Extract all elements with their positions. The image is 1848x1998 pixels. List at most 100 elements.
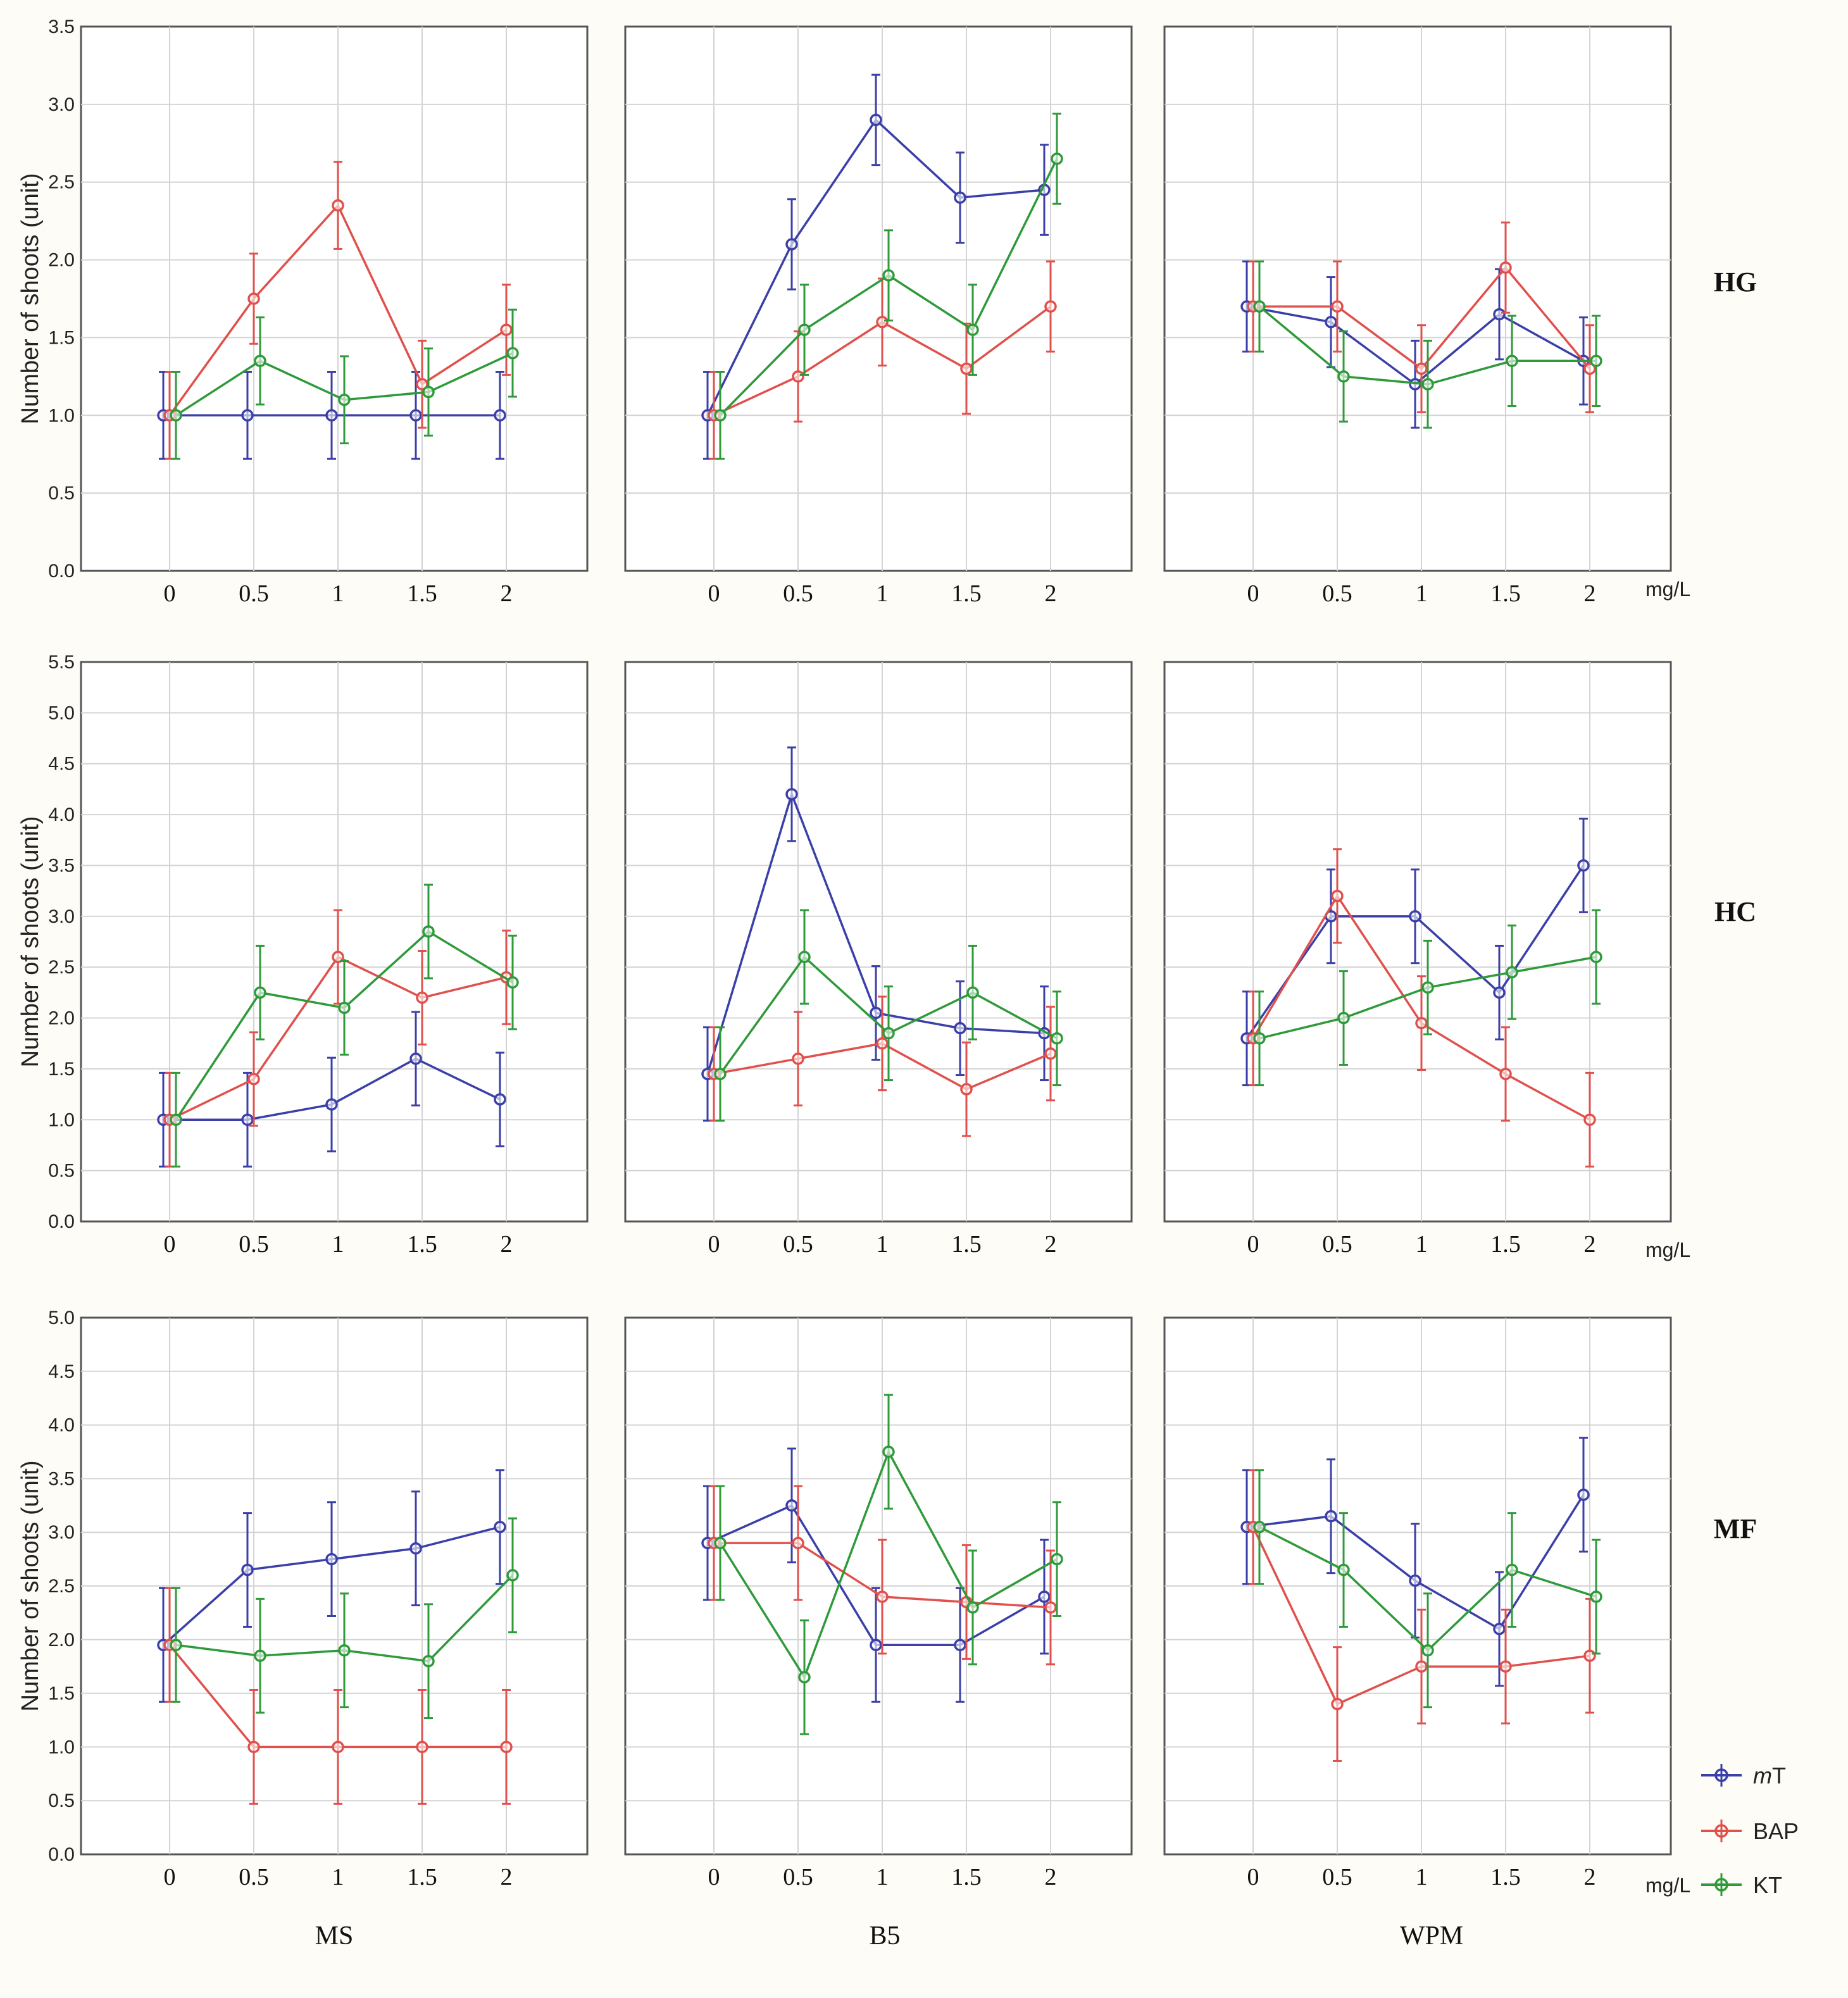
y-tick-label: 4.5 <box>48 1361 75 1382</box>
x-tick-label: 1 <box>1416 1231 1428 1258</box>
y-tick-label: 1.0 <box>48 405 75 426</box>
column-label-WPM: WPM <box>1400 1921 1463 1951</box>
y-tick-label: 0.0 <box>48 561 75 582</box>
data-point <box>1583 1113 1596 1127</box>
data-point <box>422 925 435 938</box>
x-tick-label: 0.5 <box>239 1864 269 1890</box>
series-KT <box>1253 909 1602 1087</box>
y-tick-label: 5.5 <box>48 652 75 673</box>
data-point <box>241 1113 254 1127</box>
data-point <box>338 1644 351 1657</box>
data-point <box>1499 261 1512 274</box>
data-point <box>954 1021 966 1035</box>
legend-item-mT: mT <box>1701 1763 1786 1789</box>
x-tick-label: 0 <box>164 1864 176 1890</box>
data-point <box>1044 1601 1057 1614</box>
data-point <box>1415 362 1428 375</box>
series-BAP <box>163 1587 513 1805</box>
data-point <box>1051 153 1063 165</box>
data-point <box>966 1601 979 1614</box>
x-tick-label: 1 <box>1416 1864 1428 1890</box>
x-tick-label: 2 <box>1584 1864 1596 1890</box>
y-tick-label: 1.5 <box>48 1683 75 1704</box>
x-tick-label: 0 <box>164 580 176 607</box>
plot-area <box>80 661 589 1223</box>
x-unit-label: mg/L <box>1645 1239 1690 1261</box>
series-KT <box>170 308 519 460</box>
y-tick-label: 2.5 <box>48 172 75 193</box>
data-point <box>785 238 798 251</box>
data-point <box>1331 1697 1344 1711</box>
data-point <box>254 354 266 368</box>
y-tick-label: 3.0 <box>48 906 75 927</box>
x-tick-label: 1 <box>1416 580 1428 607</box>
data-point <box>494 409 506 422</box>
x-tick-label: 1.5 <box>1490 580 1521 607</box>
y-tick-label: 1.0 <box>48 1109 75 1130</box>
x-tick-label: 1 <box>877 1864 889 1890</box>
x-tick-label: 1 <box>877 1231 889 1258</box>
data-point <box>506 347 519 359</box>
data-point <box>1253 1520 1266 1533</box>
row-label-HC: HC <box>1714 896 1756 927</box>
data-point <box>785 1499 798 1512</box>
data-point <box>966 323 979 336</box>
x-tick-label: 2 <box>1045 580 1057 607</box>
data-point <box>954 191 966 204</box>
data-point <box>506 976 519 989</box>
x-tick-label: 1.5 <box>407 1231 437 1258</box>
data-point <box>1577 859 1590 872</box>
x-tick-label: 0 <box>708 1864 720 1890</box>
data-point <box>325 409 338 422</box>
data-point <box>1493 308 1506 321</box>
data-point <box>1493 1623 1506 1635</box>
x-tick-label: 1.5 <box>951 580 982 607</box>
data-point <box>1421 1644 1434 1657</box>
data-point <box>792 1052 804 1065</box>
plot-area <box>624 661 1133 1223</box>
x-tick-label: 0.5 <box>783 1231 813 1258</box>
x-tick-label: 2 <box>501 1864 513 1890</box>
x-tick-label: 2 <box>1045 1231 1057 1258</box>
data-point <box>494 1093 506 1106</box>
data-point <box>254 1649 266 1662</box>
data-point <box>325 1098 338 1111</box>
data-point <box>332 1740 344 1754</box>
data-point <box>954 1639 966 1652</box>
y-tick-label: 2.0 <box>48 250 75 271</box>
panel-HG-MS: 0.0 0.5 1.0 1.5 2.0 2.5 3.0 3.5 Number of shoots… <box>17 16 589 607</box>
y-tick-label: 4.0 <box>48 1415 75 1436</box>
x-tick-label: 0.5 <box>239 580 269 607</box>
x-tick-label: 2 <box>501 580 513 607</box>
column-label-B5: B5 <box>869 1921 900 1951</box>
data-point <box>882 269 895 282</box>
data-point <box>1590 951 1602 963</box>
data-point <box>416 991 428 1004</box>
y-tick-label: 2.0 <box>48 1008 75 1029</box>
data-point <box>1337 1563 1350 1577</box>
data-point <box>1044 1047 1057 1060</box>
x-tick-label: 1 <box>332 1231 344 1258</box>
data-point <box>241 1563 254 1577</box>
data-point <box>416 378 428 390</box>
y-tick-label: 3.5 <box>48 855 75 876</box>
data-point <box>422 385 435 399</box>
x-tick-label: 0.5 <box>783 580 813 607</box>
labels-layer: HG HC MF MS B5 WPM mg/L mg/L mg/L <box>315 266 1757 1951</box>
series-KT <box>170 883 519 1168</box>
data-point <box>416 1740 428 1754</box>
y-tick-label: 2.5 <box>48 1576 75 1597</box>
data-point <box>1583 1649 1596 1662</box>
legend: mT BAP KT <box>1701 1763 1799 1898</box>
y-tick-label: 1.0 <box>48 1737 75 1758</box>
data-point <box>876 316 889 328</box>
data-point <box>876 1590 889 1603</box>
data-point <box>1337 370 1350 383</box>
series-mT <box>157 370 506 460</box>
data-point <box>247 1740 260 1754</box>
panel-MF-WPM: 0 0.5 1 1.5 2 <box>1163 1316 1672 1890</box>
data-point <box>325 1552 338 1566</box>
data-point <box>1253 300 1266 313</box>
data-point <box>714 409 727 422</box>
data-point <box>1331 300 1344 313</box>
